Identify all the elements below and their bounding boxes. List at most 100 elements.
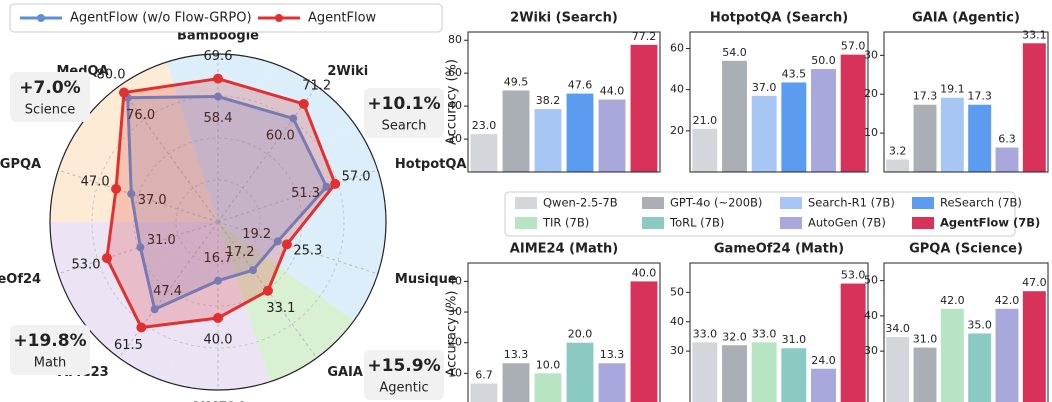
value-label: 77.2 <box>632 30 657 43</box>
category-label: AIME24 <box>191 401 246 402</box>
bar <box>598 363 626 402</box>
y-axis-label: Accuracy (%) <box>445 59 460 145</box>
sector <box>218 222 386 321</box>
bar <box>811 368 836 402</box>
value-label: 17.3 <box>913 90 938 103</box>
annotation-value: +10.1% <box>367 94 440 114</box>
value-label: 37.0 <box>138 193 167 208</box>
sector <box>218 222 354 382</box>
panel-frame <box>689 31 869 173</box>
series-point <box>262 285 273 296</box>
y-tick-label: 30 <box>448 305 462 318</box>
y-tick-label: 30 <box>864 344 878 357</box>
value-label: 47.0 <box>1022 276 1047 289</box>
value-label: 40.0 <box>204 333 233 348</box>
category-label: Musique <box>395 272 457 287</box>
value-label: 53.0 <box>841 269 866 282</box>
panel-title: GPQA (Science) <box>909 242 1023 257</box>
value-label: 61.5 <box>114 338 143 353</box>
category-label: GPQA <box>0 157 41 172</box>
series-point <box>273 237 282 246</box>
y-tick-label: 10 <box>448 366 462 379</box>
spoke <box>118 221 219 359</box>
legend-label: Search-R1 (7B) <box>808 196 895 210</box>
series-point <box>127 189 136 198</box>
value-label: 21.0 <box>693 114 718 127</box>
value-label: 47.0 <box>81 175 110 190</box>
annotation-label: Agentic <box>379 381 428 396</box>
legend-label: AutoGen (7B) <box>808 216 886 230</box>
bar <box>940 97 964 172</box>
value-label: 76.0 <box>126 108 155 123</box>
value-label: 19.2 <box>242 227 271 242</box>
annotation-label: Search <box>382 119 427 134</box>
value-label: 33.1 <box>266 301 295 316</box>
panel-frame <box>467 31 661 173</box>
bar <box>940 308 964 402</box>
value-label: 38.2 <box>536 94 561 107</box>
y-tick-label: 30 <box>670 344 684 357</box>
sector <box>82 222 218 382</box>
bar <box>470 383 498 402</box>
y-tick-label: 50 <box>670 285 684 298</box>
value-label: 44.0 <box>600 85 625 98</box>
value-label: 17.3 <box>967 90 992 103</box>
value-label: 32.0 <box>722 330 747 343</box>
bar <box>502 363 530 402</box>
category-label: 2Wiki <box>327 64 368 79</box>
legend-swatch <box>515 197 537 209</box>
bar <box>630 281 658 402</box>
y-tick-label: 20 <box>864 87 878 100</box>
sector <box>218 62 354 222</box>
y-tick-label: 50 <box>864 274 878 287</box>
panel-title: HotpotQA (Search) <box>710 11 848 26</box>
legend-marker <box>37 14 45 22</box>
bar <box>1022 291 1046 402</box>
series-point <box>281 239 292 250</box>
legend-label: GPT-4o (~200B) <box>670 196 762 210</box>
bar <box>598 99 626 172</box>
grid-ring <box>91 95 345 349</box>
annotation-label: Science <box>25 103 75 118</box>
value-label: 33.1 <box>1022 28 1047 41</box>
value-label: 60.0 <box>266 129 295 144</box>
series-point <box>136 243 145 252</box>
outer-ring <box>49 53 387 391</box>
annotation-value: +7.0% <box>19 78 80 98</box>
value-label: 43.5 <box>782 67 807 80</box>
bar <box>470 134 498 172</box>
value-label: 47.4 <box>153 284 182 299</box>
annotation-value: +19.8% <box>13 331 86 351</box>
bar <box>913 347 937 402</box>
series-point <box>248 266 257 275</box>
bar <box>886 337 910 402</box>
series-point <box>214 276 222 285</box>
value-label: 10.0 <box>536 358 561 371</box>
series-point <box>213 73 223 84</box>
panel-title: 2Wiki (Search) <box>510 11 618 26</box>
annotation-value: +15.9% <box>367 356 440 376</box>
legend-swatch <box>780 217 802 229</box>
y-tick-label: 20 <box>448 132 462 145</box>
bar <box>1022 43 1046 173</box>
value-label: 33.0 <box>693 327 718 340</box>
sector <box>50 123 218 222</box>
bar <box>995 308 1019 402</box>
spoke <box>58 169 219 223</box>
y-tick-label: 40 <box>448 99 462 112</box>
value-label: 25.3 <box>293 244 322 259</box>
value-label: 31.0 <box>782 333 807 346</box>
value-label: 13.3 <box>504 348 529 361</box>
panel-title: GameOf24 (Math) <box>714 242 844 257</box>
bar <box>995 147 1019 172</box>
panel-frame <box>689 262 869 402</box>
value-label: 20.0 <box>568 328 593 341</box>
series-point <box>214 92 222 101</box>
panel-frame <box>883 31 1049 173</box>
value-label: 24.0 <box>811 354 836 367</box>
bar <box>751 342 777 402</box>
y-tick-label: 80 <box>448 33 462 46</box>
value-label: 40.0 <box>632 266 657 279</box>
bar <box>534 373 562 402</box>
bar <box>781 348 807 402</box>
